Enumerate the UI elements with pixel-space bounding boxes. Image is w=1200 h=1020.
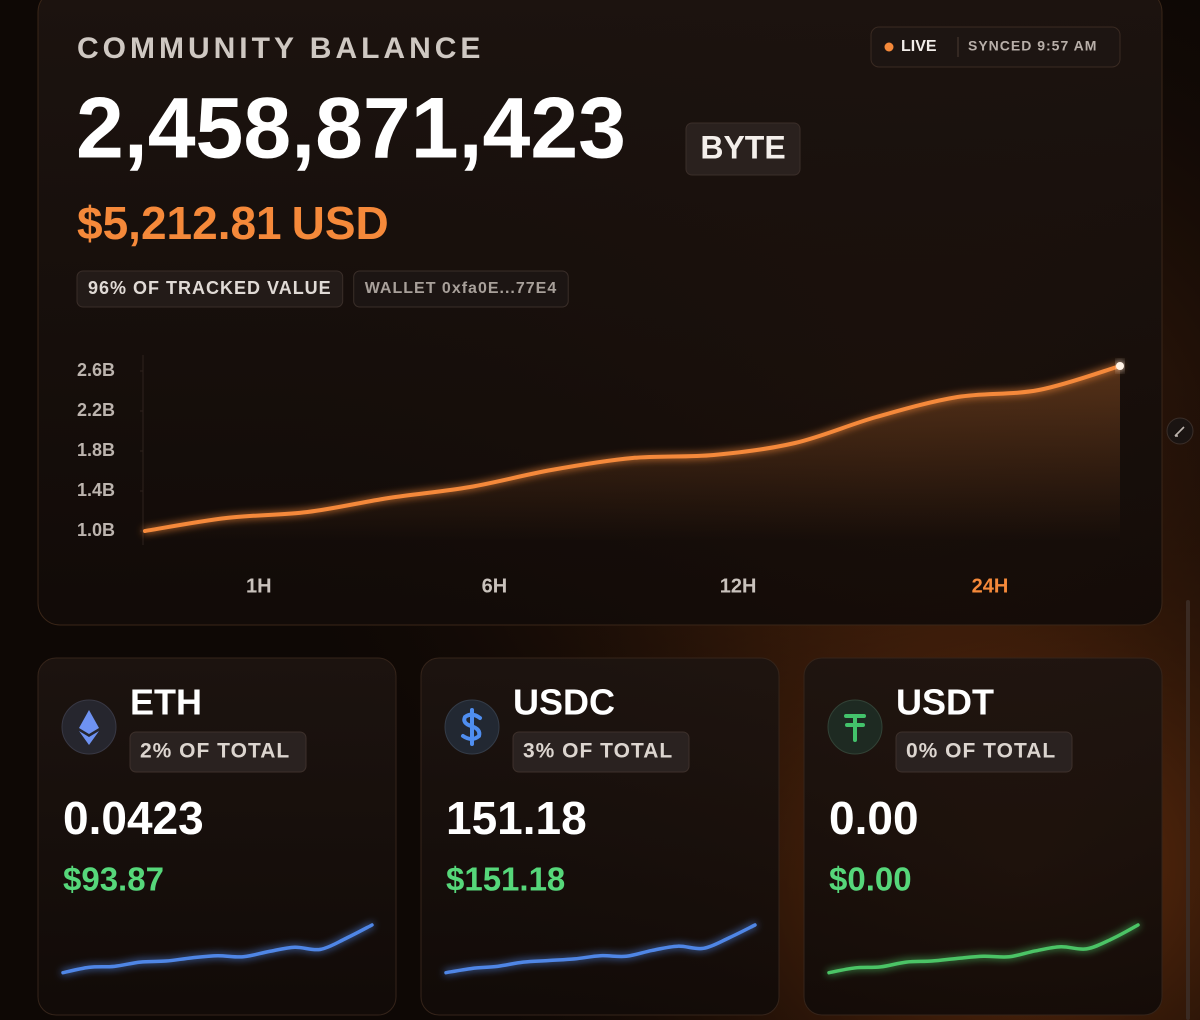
asset-share: 3% OF TOTAL bbox=[523, 740, 673, 763]
usdt-glyph bbox=[844, 714, 866, 742]
y-tick-label: 1.0B bbox=[77, 520, 115, 540]
y-tick-label: 2.2B bbox=[77, 400, 115, 420]
usd-unit: USD bbox=[292, 197, 389, 249]
badge-label: WALLET 0xfa0E...77E4 bbox=[365, 280, 558, 297]
usd-amount: $5,212.81 bbox=[77, 197, 282, 249]
unit-badge bbox=[685, 122, 801, 176]
sparkline bbox=[827, 923, 1140, 975]
asset-usd: $151.18 bbox=[446, 861, 565, 898]
asset-amount: 0.0423 bbox=[63, 792, 204, 844]
asset-share: 2% OF TOTAL bbox=[140, 740, 290, 763]
asset-symbol: USDC bbox=[513, 682, 615, 723]
asset-share: 0% OF TOTAL bbox=[906, 740, 1056, 763]
share-pill bbox=[512, 731, 690, 773]
asset-card: USDT 0% OF TOTAL 0.00 $0.00 bbox=[803, 657, 1163, 1016]
scrollbar bbox=[1186, 600, 1190, 1020]
live-label: LIVE bbox=[901, 38, 937, 55]
badge-label: 96% OF TRACKED VALUE bbox=[88, 278, 332, 298]
line bbox=[143, 364, 1122, 533]
edit-glyph bbox=[1174, 426, 1185, 437]
asset-usd: $93.87 bbox=[63, 861, 164, 898]
unit-label: BYTE bbox=[700, 129, 785, 165]
x-tick-label: 6H bbox=[482, 575, 508, 597]
asset-symbol: ETH bbox=[130, 682, 202, 723]
asset-usd: $0.00 bbox=[829, 861, 912, 898]
x-tick-label: 12H bbox=[720, 575, 757, 597]
asset-amount: 151.18 bbox=[446, 792, 587, 844]
synced-label: SYNCED 9:57 AM bbox=[968, 38, 1097, 54]
usdc-glyph bbox=[461, 708, 482, 746]
share-pill bbox=[895, 731, 1073, 773]
y-tick-label: 2.6B bbox=[77, 360, 115, 380]
asset-card: USDC 3% OF TOTAL 151.18 $151.18 bbox=[420, 657, 780, 1016]
asset-symbol: USDT bbox=[896, 682, 994, 723]
balance-amount: 2,458,871,423 bbox=[76, 81, 626, 177]
x-tick-label: 1H bbox=[246, 575, 272, 597]
eth-glyph bbox=[79, 710, 99, 745]
card-title: COMMUNITY BALANCE bbox=[77, 32, 484, 65]
chart: 1.0B 1.4B 1.8B 2.2B 2.6B 1H 6H 12H 24H bbox=[77, 360, 1124, 597]
y-tick-label: 1.8B bbox=[77, 440, 115, 460]
sparkline bbox=[61, 923, 374, 975]
area bbox=[145, 366, 1120, 541]
badge bbox=[353, 270, 569, 308]
share-pill bbox=[129, 731, 307, 773]
asset-amount: 0.00 bbox=[829, 792, 919, 844]
sparklines bbox=[61, 923, 1140, 975]
x-tick-label: 24H bbox=[972, 575, 1009, 597]
status-pill bbox=[870, 26, 1121, 68]
y-tick-label: 1.4B bbox=[77, 480, 115, 500]
live-dot bbox=[884, 42, 894, 52]
sparkline bbox=[444, 923, 757, 975]
end-point bbox=[1116, 362, 1124, 370]
asset-card: ETH 2% OF TOTAL 0.0423 $93.87 bbox=[37, 657, 397, 1016]
badge bbox=[76, 270, 344, 308]
